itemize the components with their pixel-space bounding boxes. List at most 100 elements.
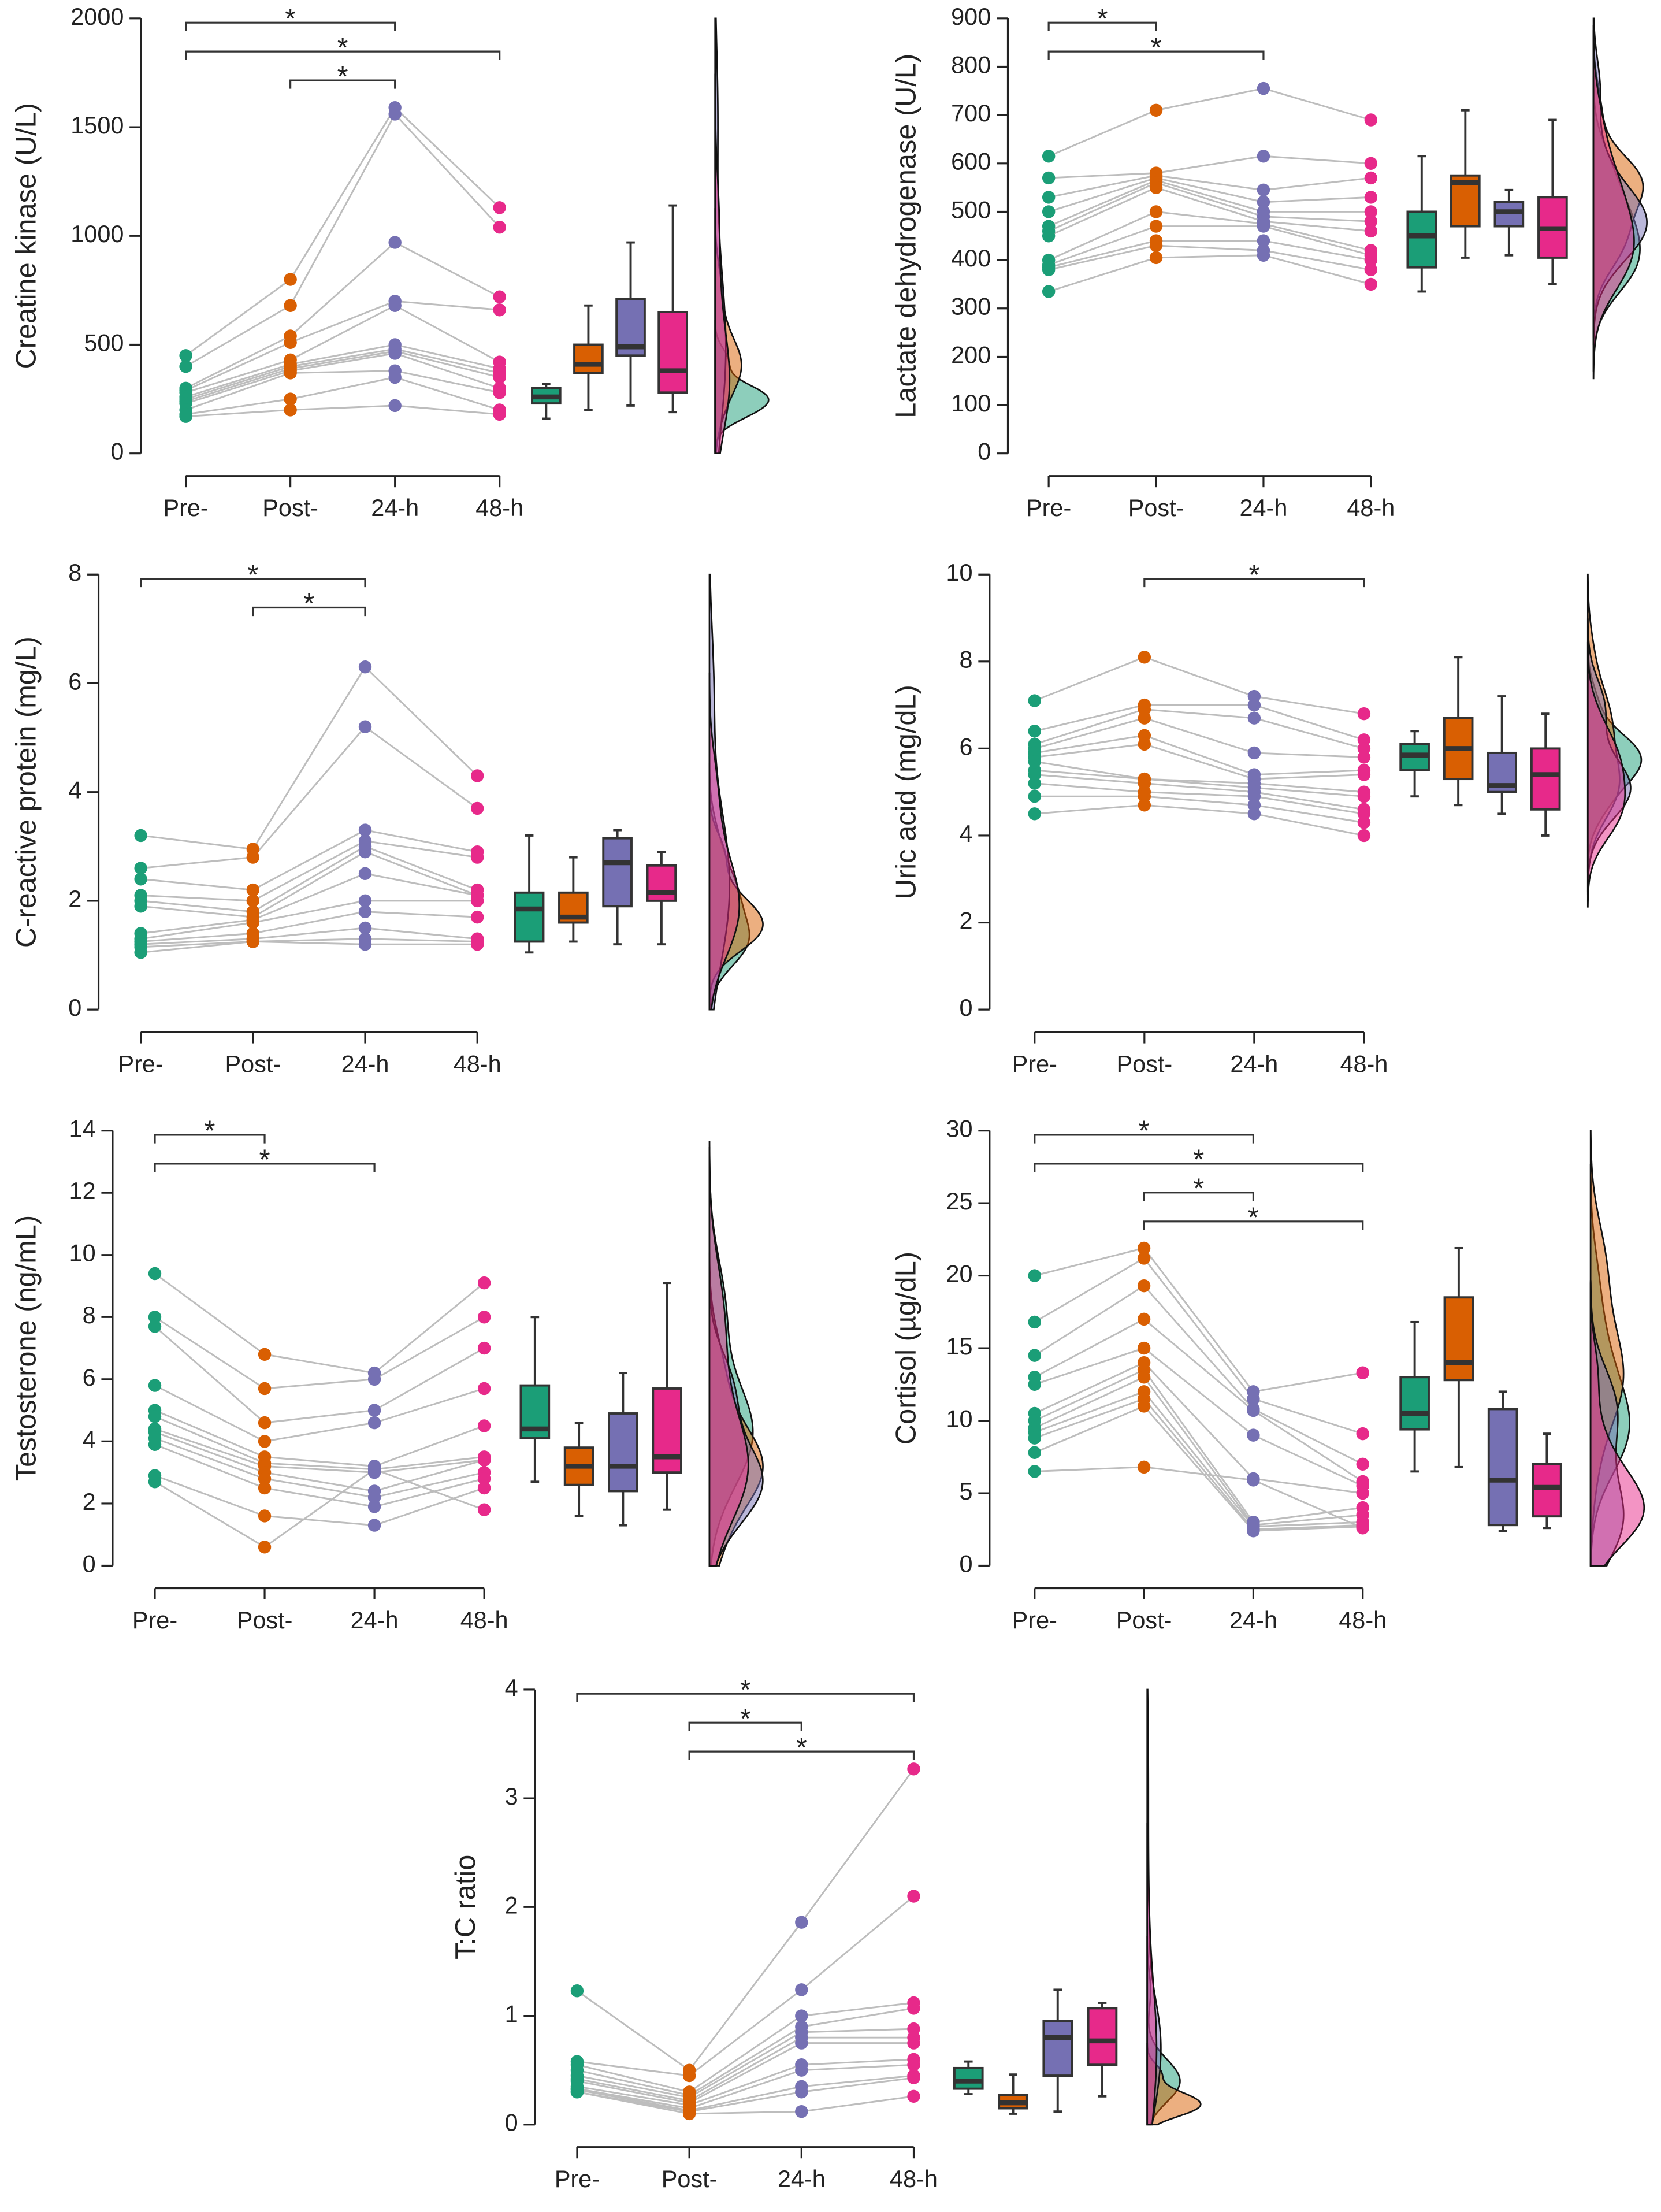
y-tick-label: 300 [951, 294, 991, 320]
subject-line [140, 851, 478, 918]
subject-line [577, 2063, 914, 2110]
subject-line [1034, 1405, 1363, 1532]
box [1399, 1376, 1430, 1431]
data-point [682, 2107, 696, 2121]
subject-line [577, 2007, 914, 2096]
data-point [246, 916, 260, 929]
data-point [795, 2085, 808, 2099]
y-tick-label: 500 [951, 196, 991, 223]
x-tick-label: Pre- [132, 1607, 177, 1634]
y-tick-label: 200 [951, 342, 991, 368]
y-tick-label: 6 [960, 733, 973, 760]
data-point [1357, 816, 1371, 829]
data-point [795, 2105, 808, 2118]
box [602, 837, 633, 908]
data-point [1042, 263, 1056, 277]
data-point [470, 801, 484, 815]
data-point [477, 1311, 491, 1324]
subject-line [1048, 240, 1372, 269]
y-tick-label: 8 [68, 559, 81, 586]
subject-line [140, 829, 478, 891]
subject-line [1034, 708, 1365, 749]
significance-bracket [289, 79, 396, 89]
significance-label: * [337, 32, 348, 64]
data-point [1364, 253, 1378, 267]
data-point [1138, 651, 1151, 664]
y-tick-label: 8 [960, 647, 973, 673]
data-point [795, 2009, 808, 2022]
significance-bracket [185, 50, 501, 60]
data-point [907, 1890, 920, 1903]
data-point [470, 894, 484, 908]
subject-line [140, 873, 478, 934]
data-point [1247, 746, 1261, 760]
data-point [1042, 171, 1056, 185]
box [953, 2066, 984, 2090]
data-point [284, 299, 297, 312]
subject-line [1034, 760, 1365, 793]
data-point [246, 883, 260, 897]
data-point [1364, 263, 1378, 277]
data-point [795, 1916, 808, 1929]
data-point [134, 900, 147, 913]
y-tick-label: 900 [951, 3, 991, 30]
data-point [358, 823, 372, 837]
data-point [258, 1435, 272, 1448]
subject-line [1048, 210, 1372, 261]
data-point [1028, 1431, 1041, 1445]
significance-label: * [247, 559, 258, 591]
subject-line [140, 938, 478, 948]
subject-line [185, 352, 500, 404]
data-point [367, 1416, 381, 1430]
subject-line [154, 1443, 485, 1508]
subject-line [1048, 177, 1371, 213]
significance-label: * [1151, 32, 1162, 64]
y-tick-label: 700 [951, 100, 991, 127]
data-point [795, 1983, 808, 1996]
data-point [1357, 707, 1371, 721]
subject-line [140, 725, 478, 869]
subject-line [1034, 1390, 1363, 1528]
significance-bracket [1047, 21, 1157, 31]
data-point [388, 347, 402, 360]
subject-line [1034, 1318, 1363, 1483]
data-point [134, 829, 147, 843]
y-tick-label: 10 [946, 559, 973, 586]
data-point [1137, 1279, 1151, 1293]
subject-line [577, 2074, 914, 2111]
data-point [246, 935, 260, 948]
subject-line [577, 1768, 915, 2072]
subject-line [1048, 179, 1371, 227]
data-point [493, 303, 506, 317]
subject-line [185, 370, 500, 411]
data-point [1042, 150, 1056, 163]
y-tick-label: 600 [951, 149, 991, 175]
significance-bracket [252, 606, 366, 617]
subject-line [140, 665, 478, 851]
data-point [1356, 1427, 1369, 1441]
y-tick-label: 2 [68, 886, 81, 912]
data-point [1257, 150, 1270, 163]
subject-line [154, 1326, 485, 1424]
data-point [1138, 711, 1151, 725]
data-point [1257, 195, 1270, 209]
significance-bracket [185, 21, 396, 31]
data-point [1257, 234, 1270, 247]
box [1443, 1296, 1474, 1382]
data-point [358, 905, 372, 918]
x-tick-label: Pre- [163, 495, 208, 521]
data-point [1137, 1400, 1151, 1413]
data-point [179, 349, 192, 362]
data-point [358, 845, 372, 859]
data-point [246, 851, 260, 864]
data-point [1149, 239, 1163, 253]
subject-line [140, 911, 478, 942]
data-point [1364, 214, 1378, 228]
data-point [1028, 1349, 1041, 1362]
significance-bracket [140, 577, 366, 588]
data-point [1247, 1474, 1260, 1487]
data-point [284, 366, 297, 380]
y-axis-label: Cortisol (µg/dL) [890, 1252, 921, 1445]
significance-bracket [154, 1163, 376, 1172]
